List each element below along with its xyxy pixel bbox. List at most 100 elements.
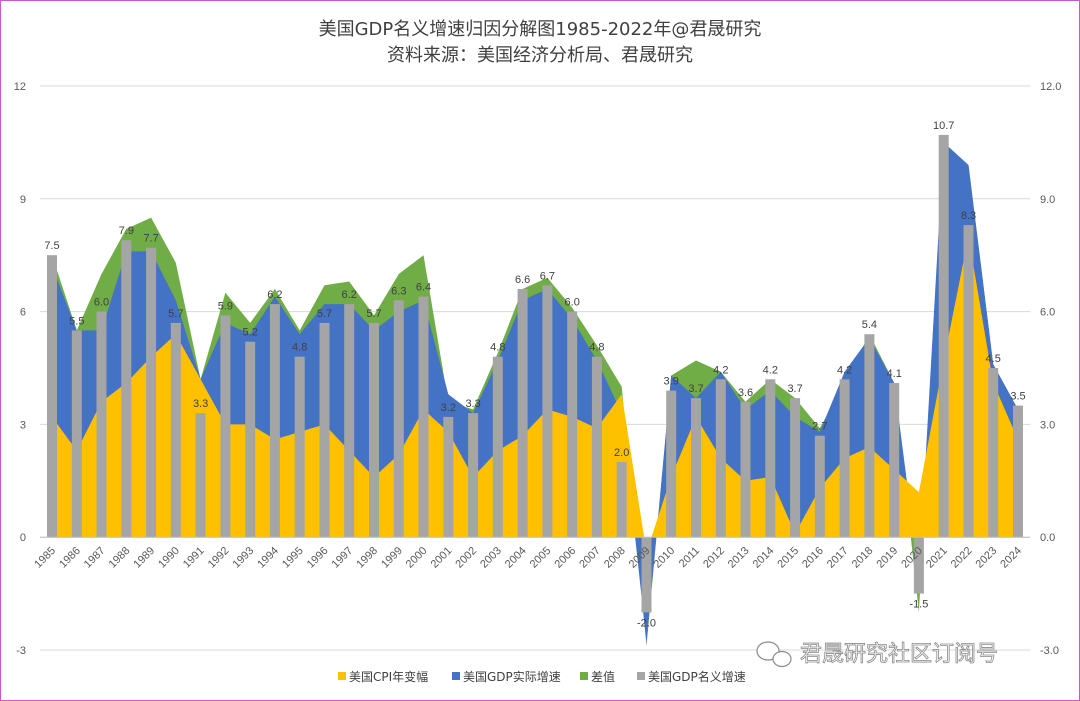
area-series xyxy=(52,142,1018,647)
year-label: 1994 xyxy=(255,545,281,571)
bar-nominal-gdp xyxy=(195,413,206,538)
data-label: 5.7 xyxy=(317,308,332,320)
year-label: 1992 xyxy=(206,545,232,571)
bar-nominal-gdp xyxy=(616,462,627,538)
data-labels: 7.5 5.5 6.0 7.9 7.7 5.7 3.3 5.9 5.2 6.2 4.8 5.7 6.2 5… xyxy=(44,120,1025,630)
data-label: 6.3 xyxy=(391,285,406,297)
legend-swatch xyxy=(580,672,588,680)
left-tick-label: 3 xyxy=(20,419,26,431)
year-label: 2021 xyxy=(924,545,950,571)
bar-nominal-gdp xyxy=(344,304,355,538)
year-label: 2005 xyxy=(528,545,554,571)
bar-nominal-gdp xyxy=(418,296,429,538)
legend-swatch xyxy=(637,672,645,680)
watermark-text: 君晟研究社区订阅号 xyxy=(800,642,998,667)
bar-nominal-gdp xyxy=(715,379,726,538)
year-label: 1991 xyxy=(181,545,207,571)
data-label: 4.8 xyxy=(589,342,604,354)
legend-label: 美国CPI年变幅 xyxy=(349,669,428,684)
data-label: 6.0 xyxy=(94,297,109,309)
data-label: 4.8 xyxy=(292,342,307,354)
data-label: 5.7 xyxy=(168,308,183,320)
bar-nominal-gdp xyxy=(864,334,875,538)
data-label: 2.0 xyxy=(614,447,629,459)
year-label: 2018 xyxy=(850,545,876,571)
chart-title: 美国GDP名义增速归因分解图1985-2022年@君晟研究 xyxy=(319,19,762,40)
data-label: 7.5 xyxy=(44,240,59,252)
bar-nominal-gdp xyxy=(963,225,974,538)
bar-nominal-gdp xyxy=(1013,405,1023,538)
year-label: 1999 xyxy=(379,545,405,571)
wechat-icon xyxy=(756,641,792,668)
data-label: 3.3 xyxy=(193,398,208,410)
bar-nominal-gdp xyxy=(839,379,850,538)
bar-nominal-gdp xyxy=(691,398,701,538)
data-label: 6.2 xyxy=(267,289,282,301)
year-label: 2015 xyxy=(775,545,801,571)
bar-nominal-gdp xyxy=(641,537,652,613)
legend-swatch xyxy=(452,672,460,680)
year-label: 2024 xyxy=(998,545,1024,571)
data-label: 3.2 xyxy=(441,402,456,414)
year-label: 2014 xyxy=(751,545,777,571)
data-label: -2.0 xyxy=(637,617,656,629)
year-label: 1986 xyxy=(57,545,83,571)
right-tick-label: 0.0 xyxy=(1040,532,1055,544)
year-label: 2004 xyxy=(503,545,529,571)
data-label: 10.7 xyxy=(933,120,954,132)
bar-nominal-gdp xyxy=(468,413,479,538)
bar-nominal-gdp xyxy=(913,537,924,594)
bar-nominal-gdp xyxy=(443,416,454,538)
legend-label: 美国GDP名义增速 xyxy=(648,669,746,684)
bar-nominal-gdp xyxy=(319,322,330,538)
data-label: 4.5 xyxy=(986,353,1001,365)
legend-label: 差值 xyxy=(591,669,615,684)
year-label: 2011 xyxy=(677,545,702,570)
data-label: 6.0 xyxy=(565,297,580,309)
data-label: 6.7 xyxy=(540,270,555,282)
year-label: 1990 xyxy=(156,545,182,571)
bar-nominal-gdp xyxy=(938,134,949,538)
legend: 美国CPI年变幅 美国GDP实际增速 差值 美国GDP名义增速 xyxy=(338,669,746,684)
bar-nominal-gdp xyxy=(988,368,999,538)
data-label: 7.9 xyxy=(119,225,134,237)
bar-nominal-gdp xyxy=(245,341,256,538)
data-label: 3.3 xyxy=(465,398,480,410)
bar-nominal-gdp xyxy=(47,255,57,538)
bar-nominal-gdp xyxy=(121,240,132,538)
year-label: 1988 xyxy=(107,545,133,571)
bar-nominal-gdp xyxy=(269,304,280,538)
year-label: 1993 xyxy=(231,545,257,571)
right-tick-label: 9.0 xyxy=(1040,194,1055,206)
year-label: 2019 xyxy=(875,545,901,571)
data-label: 8.3 xyxy=(961,210,976,222)
bar-nominal-gdp xyxy=(294,356,305,538)
data-label: 4.1 xyxy=(887,368,902,380)
year-label: 1995 xyxy=(280,545,306,571)
left-tick-label: 12 xyxy=(14,81,26,93)
data-label: 5.7 xyxy=(366,308,381,320)
year-label: 2003 xyxy=(478,545,504,571)
bar-nominal-gdp xyxy=(542,285,553,538)
bar-nominal-gdp xyxy=(96,311,107,538)
legend-label: 美国GDP实际增速 xyxy=(463,669,561,684)
bar-nominal-gdp xyxy=(71,330,82,538)
right-tick-label: 3.0 xyxy=(1040,419,1055,431)
data-label: 4.2 xyxy=(763,364,778,376)
bar-nominal-gdp xyxy=(492,356,503,538)
year-label: 2006 xyxy=(553,545,579,571)
year-label: 2022 xyxy=(949,545,975,571)
bar-nominal-gdp xyxy=(220,315,231,538)
data-label: 2.7 xyxy=(812,421,827,433)
year-label: 2001 xyxy=(429,545,455,571)
watermark: 君晟研究社区订阅号 xyxy=(756,641,998,668)
year-label: 1997 xyxy=(330,545,356,571)
bar-nominal-gdp xyxy=(740,401,751,538)
year-label: 2007 xyxy=(577,545,603,571)
area-cpi xyxy=(52,236,1018,553)
bar-nominal-gdp xyxy=(517,289,528,538)
data-label: 5.9 xyxy=(218,300,233,312)
year-label: 2008 xyxy=(602,545,628,571)
data-label: 3.5 xyxy=(1010,391,1025,403)
data-label: 4.2 xyxy=(713,364,728,376)
